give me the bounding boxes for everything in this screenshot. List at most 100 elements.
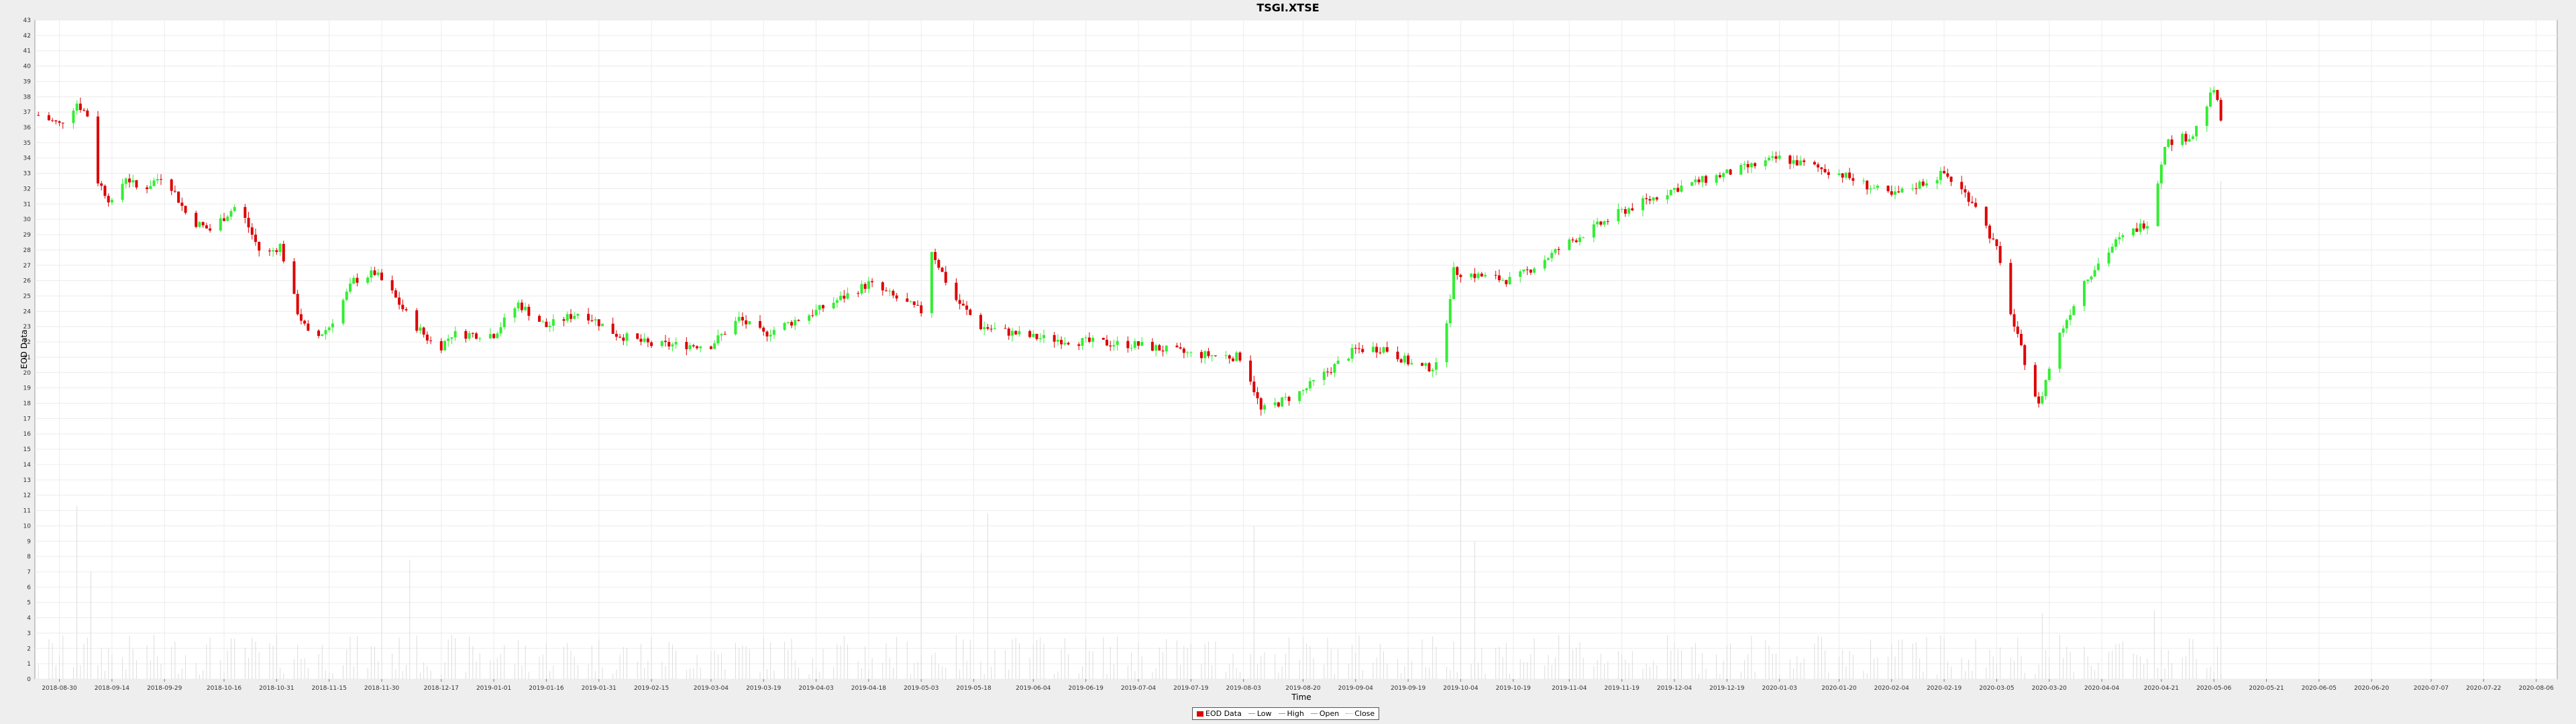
plot-background <box>34 19 2558 680</box>
candle-body <box>2205 106 2208 126</box>
grid <box>35 19 2557 680</box>
candle-body <box>1820 167 1823 170</box>
candle-body <box>121 184 124 200</box>
candle-body <box>2163 147 2167 165</box>
candle-body <box>1256 392 1259 399</box>
candle-body <box>790 322 793 326</box>
candle-body <box>1140 341 1144 346</box>
candle-body <box>699 346 702 349</box>
candle-body <box>247 217 250 228</box>
candle-body <box>745 320 748 324</box>
candle-body <box>72 111 75 123</box>
candle-body <box>1053 335 1056 342</box>
candle-body <box>2167 139 2170 147</box>
candle-body <box>1207 351 1210 357</box>
x-tick-label: 2019-12-19 <box>1709 685 1745 692</box>
candle-body <box>468 333 471 339</box>
candle-body <box>1915 188 1918 189</box>
candle-body <box>1894 191 1896 195</box>
candle-body <box>1336 361 1340 364</box>
y-tick-label: 25 <box>23 293 31 300</box>
y-tick-label: 33 <box>23 171 31 178</box>
candle-body <box>551 319 555 326</box>
candle-body <box>1277 402 1280 407</box>
y-tick-label: 7 <box>27 569 31 576</box>
candle-body <box>356 278 359 283</box>
candle-body <box>1130 347 1133 349</box>
candle-body <box>107 196 110 202</box>
candle-body <box>2016 326 2019 335</box>
candle-body <box>1501 280 1505 281</box>
y-tick-label: 35 <box>23 140 31 147</box>
candle-body <box>811 315 814 316</box>
candle-body <box>2209 93 2212 107</box>
candle-body <box>2139 223 2142 232</box>
x-tick-label: 2020-03-20 <box>2032 685 2068 692</box>
candle-body <box>1848 172 1851 178</box>
candle-body <box>1627 208 1631 214</box>
candle-body <box>664 341 667 343</box>
candle-body <box>499 327 502 334</box>
candle-body <box>1771 156 1774 158</box>
candle-body <box>822 305 824 308</box>
candle-body <box>2020 334 2023 345</box>
candle-body <box>1060 339 1063 345</box>
y-tick-label: 12 <box>23 493 31 499</box>
candle-body <box>930 251 933 314</box>
candle-body <box>1452 267 1455 300</box>
candle-body <box>219 218 222 231</box>
candle-body <box>1459 275 1462 278</box>
candle-body <box>871 281 874 283</box>
candle-body <box>643 339 646 342</box>
candle-body <box>548 325 551 327</box>
candle-body <box>1155 345 1158 351</box>
candle-body <box>1886 185 1890 192</box>
legend-item-close: Close <box>1346 709 1375 718</box>
candle-body <box>1841 173 1844 178</box>
x-tick-label: 2018-11-30 <box>364 685 400 692</box>
candle-body <box>464 330 468 339</box>
candle-body <box>405 309 408 310</box>
candle-body <box>278 243 282 252</box>
candle-body <box>1428 363 1431 371</box>
candle-body <box>299 314 303 321</box>
candle-body <box>1652 197 1655 201</box>
candle-body <box>1235 352 1238 361</box>
candle-body <box>863 284 867 289</box>
candle-body <box>373 270 376 276</box>
candle-body <box>1087 337 1091 342</box>
candle-body <box>737 316 741 321</box>
candle-body <box>307 323 310 331</box>
x-tick-label: 2019-10-04 <box>1443 685 1479 692</box>
y-tick-label: 27 <box>23 263 31 269</box>
candle-body <box>1238 352 1242 361</box>
candle-body <box>1631 208 1634 210</box>
candle-body <box>1827 172 1830 175</box>
candle-body <box>1035 333 1038 339</box>
candle-body <box>846 293 849 299</box>
x-tick-label: 2019-08-03 <box>1226 685 1261 692</box>
candle-body <box>1844 172 1847 178</box>
candle-body <box>1960 182 1964 190</box>
candle-body <box>545 321 548 327</box>
candle-body <box>390 280 394 291</box>
candle-body <box>1718 175 1721 178</box>
legend-swatch-close <box>1346 713 1353 714</box>
candle-body <box>667 342 671 347</box>
candle-body <box>1477 274 1480 278</box>
candle-body <box>1803 160 1806 162</box>
candle-body <box>1407 355 1410 365</box>
legend-item-open: Open <box>1310 709 1339 718</box>
y-tick-label: 28 <box>23 247 32 254</box>
x-tick-label: 2020-08-06 <box>2519 685 2555 692</box>
candle-body <box>1694 179 1697 182</box>
candle-body <box>597 319 600 326</box>
candle-body <box>983 327 986 330</box>
candle-body <box>75 103 78 111</box>
candle-body <box>292 261 296 294</box>
x-tick-label: 2018-12-17 <box>424 685 459 692</box>
candle-body <box>366 278 370 283</box>
candle-body <box>103 186 107 196</box>
candle-body <box>671 344 674 347</box>
candle-body <box>341 300 345 324</box>
